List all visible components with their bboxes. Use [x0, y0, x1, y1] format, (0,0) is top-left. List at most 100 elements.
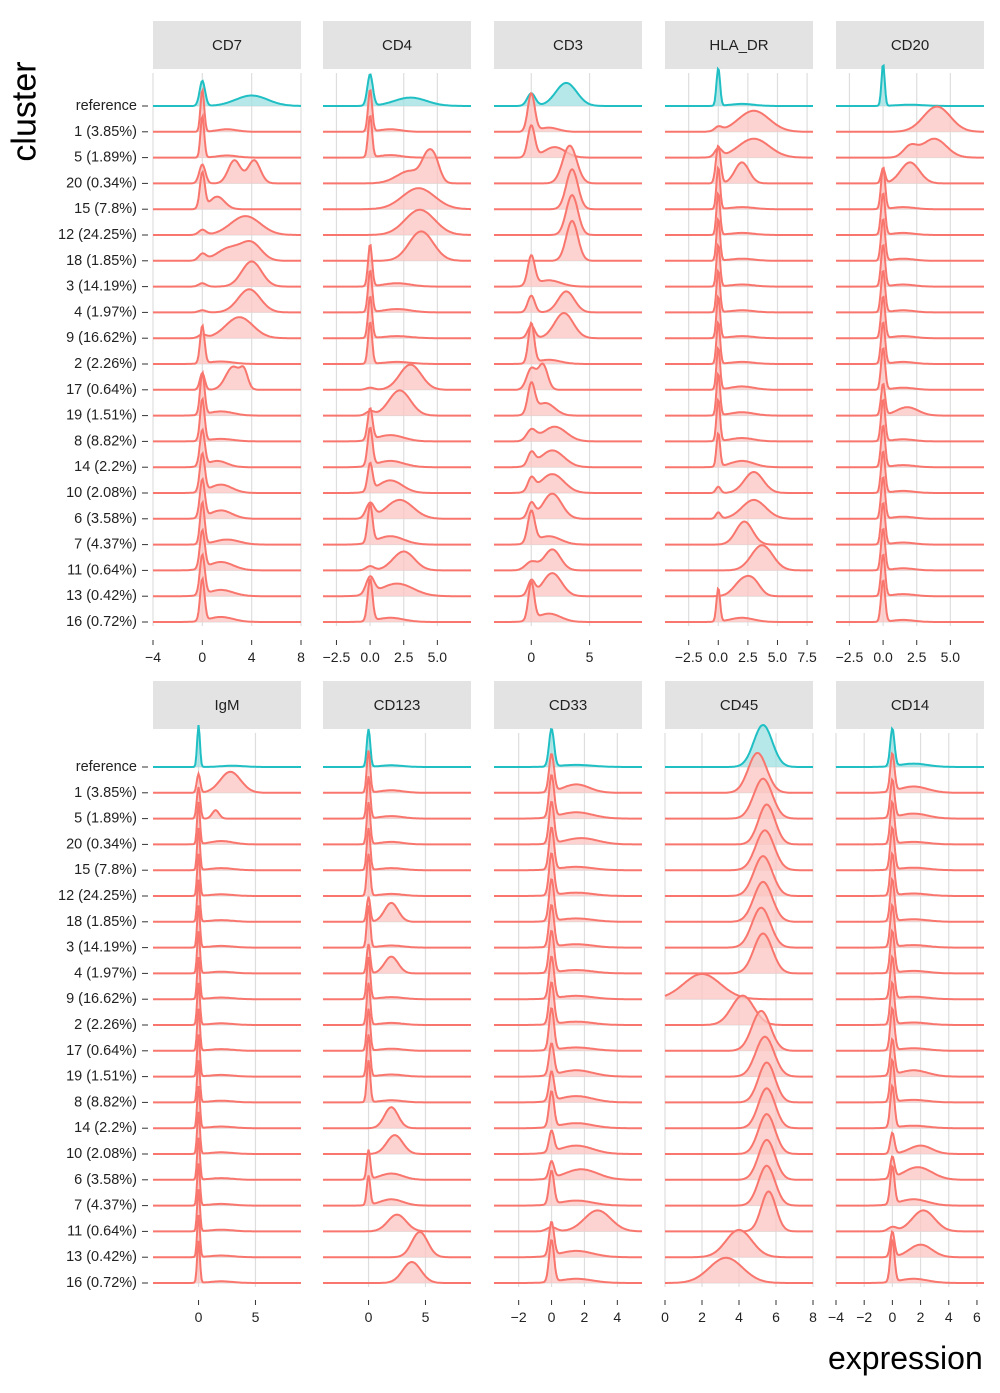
x-tick-label: 2 — [917, 1309, 925, 1325]
ridge-line — [665, 906, 813, 949]
ridge-line — [494, 381, 642, 417]
ridge-line — [494, 1239, 642, 1284]
ridge-line — [323, 827, 471, 872]
ridge-area — [836, 982, 984, 1025]
ridge-line — [323, 1060, 471, 1104]
ridge-line — [836, 579, 984, 623]
ridge-area — [836, 1132, 984, 1154]
ridge-area — [323, 802, 471, 845]
ridge-line — [153, 1085, 301, 1130]
ridge-line — [153, 1111, 301, 1155]
ridge-line — [494, 1129, 642, 1155]
row-label: 18 (1.85%) — [66, 253, 137, 269]
ridge-line — [494, 1007, 642, 1052]
ridge-area — [836, 162, 984, 184]
ridge-area — [323, 1107, 471, 1129]
ridge-line — [494, 321, 642, 365]
ridge-area — [153, 1137, 301, 1180]
ridge-line — [323, 905, 471, 949]
x-tick-label: 0 — [548, 1309, 556, 1325]
ridge-area — [153, 399, 301, 442]
x-tick-label: 2.5 — [907, 649, 927, 665]
ridge-area — [323, 116, 471, 158]
ridge-area — [153, 116, 301, 158]
ridge-line — [494, 774, 642, 820]
ridge-line — [153, 396, 301, 443]
ridge-line — [836, 161, 984, 185]
ridge-area — [494, 510, 642, 545]
ridge-area — [836, 879, 984, 922]
ridge-area — [836, 1231, 984, 1258]
x-tick-label: 8 — [809, 1309, 817, 1325]
row-label: 19 (1.51%) — [66, 1069, 137, 1085]
panel-strip — [323, 681, 471, 729]
ridge-line — [836, 398, 984, 443]
row-label: 6 (3.58%) — [74, 1172, 137, 1188]
x-tick-label: 2 — [698, 1309, 706, 1325]
ridge-line — [665, 320, 813, 365]
panel-title: CD14 — [891, 697, 929, 714]
ridge-line — [494, 1169, 642, 1207]
ridge-area — [836, 503, 984, 545]
ridge-area — [836, 65, 984, 106]
ridge-line — [323, 389, 471, 417]
ridge-area — [494, 905, 642, 948]
panel-strip — [153, 681, 301, 729]
ridge-line — [836, 501, 984, 546]
row-label: 16 (0.72%) — [66, 1275, 137, 1291]
ridge-area — [665, 271, 813, 313]
ridge-line — [494, 929, 642, 975]
ridge-line — [664, 973, 813, 1001]
x-tick-label: 5 — [252, 1309, 260, 1325]
ridge-area — [665, 778, 813, 819]
ridge-line — [494, 1090, 642, 1130]
ridge-area — [494, 220, 642, 261]
ridge-area — [836, 957, 984, 1000]
ridge-line — [153, 86, 301, 133]
panel-strip — [836, 21, 984, 69]
ridge-line — [494, 193, 642, 236]
panel-strip — [665, 681, 813, 729]
panel-title: CD7 — [212, 37, 242, 54]
ridge-area — [836, 1240, 984, 1283]
panel-cd123: CD123 0 5 — [323, 681, 471, 1325]
row-label: 5 (1.89%) — [74, 811, 137, 827]
ridge-area — [665, 1036, 813, 1077]
ridge-area — [323, 750, 471, 793]
row-label: 9 (16.62%) — [66, 330, 137, 346]
ridge-line — [494, 449, 642, 469]
ridge-line — [665, 165, 813, 211]
ridge-area — [323, 231, 471, 261]
ridge-line — [494, 878, 642, 923]
ridge-area — [494, 363, 642, 390]
ridge-line — [494, 904, 642, 949]
ridge-area — [153, 1060, 301, 1103]
ridge-line — [665, 544, 813, 572]
panel-cd20: CD20 −2.5 0.0 2.5 5.0 — [836, 21, 984, 665]
ridge-line — [494, 826, 642, 872]
row-label: 17 (0.64%) — [66, 1043, 137, 1059]
ridge-line — [836, 63, 984, 107]
ridge-line — [323, 776, 471, 820]
x-tick-label: 4 — [613, 1309, 621, 1325]
x-tick-label: 6 — [772, 1309, 780, 1325]
ridge-line — [494, 219, 642, 262]
ridge-line — [323, 187, 471, 211]
ridge-area — [153, 80, 301, 106]
ridge-area — [665, 499, 813, 519]
ridge-line — [153, 476, 301, 520]
ridge-line — [836, 243, 984, 288]
ridge-line — [153, 1137, 301, 1181]
ridge-line — [494, 509, 642, 546]
ridge-line — [665, 1061, 813, 1104]
ridge-line — [153, 905, 301, 949]
ridge-area — [494, 255, 642, 287]
ridge-line — [323, 896, 471, 923]
ridge-line — [836, 321, 984, 365]
panel-strip — [323, 21, 471, 69]
ridge-line — [665, 1256, 813, 1284]
ridge-area — [836, 384, 984, 416]
ridge-line — [836, 902, 984, 949]
ridge-line — [836, 726, 984, 768]
ridge-line — [836, 1229, 984, 1259]
